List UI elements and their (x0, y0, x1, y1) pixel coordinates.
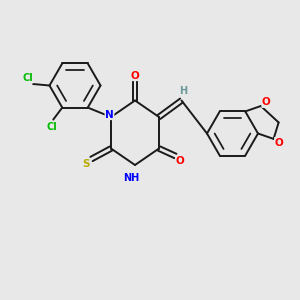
Text: O: O (176, 155, 184, 166)
Text: NH: NH (123, 172, 140, 183)
Text: O: O (274, 137, 284, 148)
Text: O: O (262, 98, 271, 107)
Text: O: O (130, 70, 140, 81)
Text: N: N (105, 110, 114, 120)
Text: Cl: Cl (22, 73, 33, 83)
Text: S: S (82, 159, 90, 170)
Text: Cl: Cl (46, 122, 57, 132)
Text: H: H (179, 86, 187, 96)
